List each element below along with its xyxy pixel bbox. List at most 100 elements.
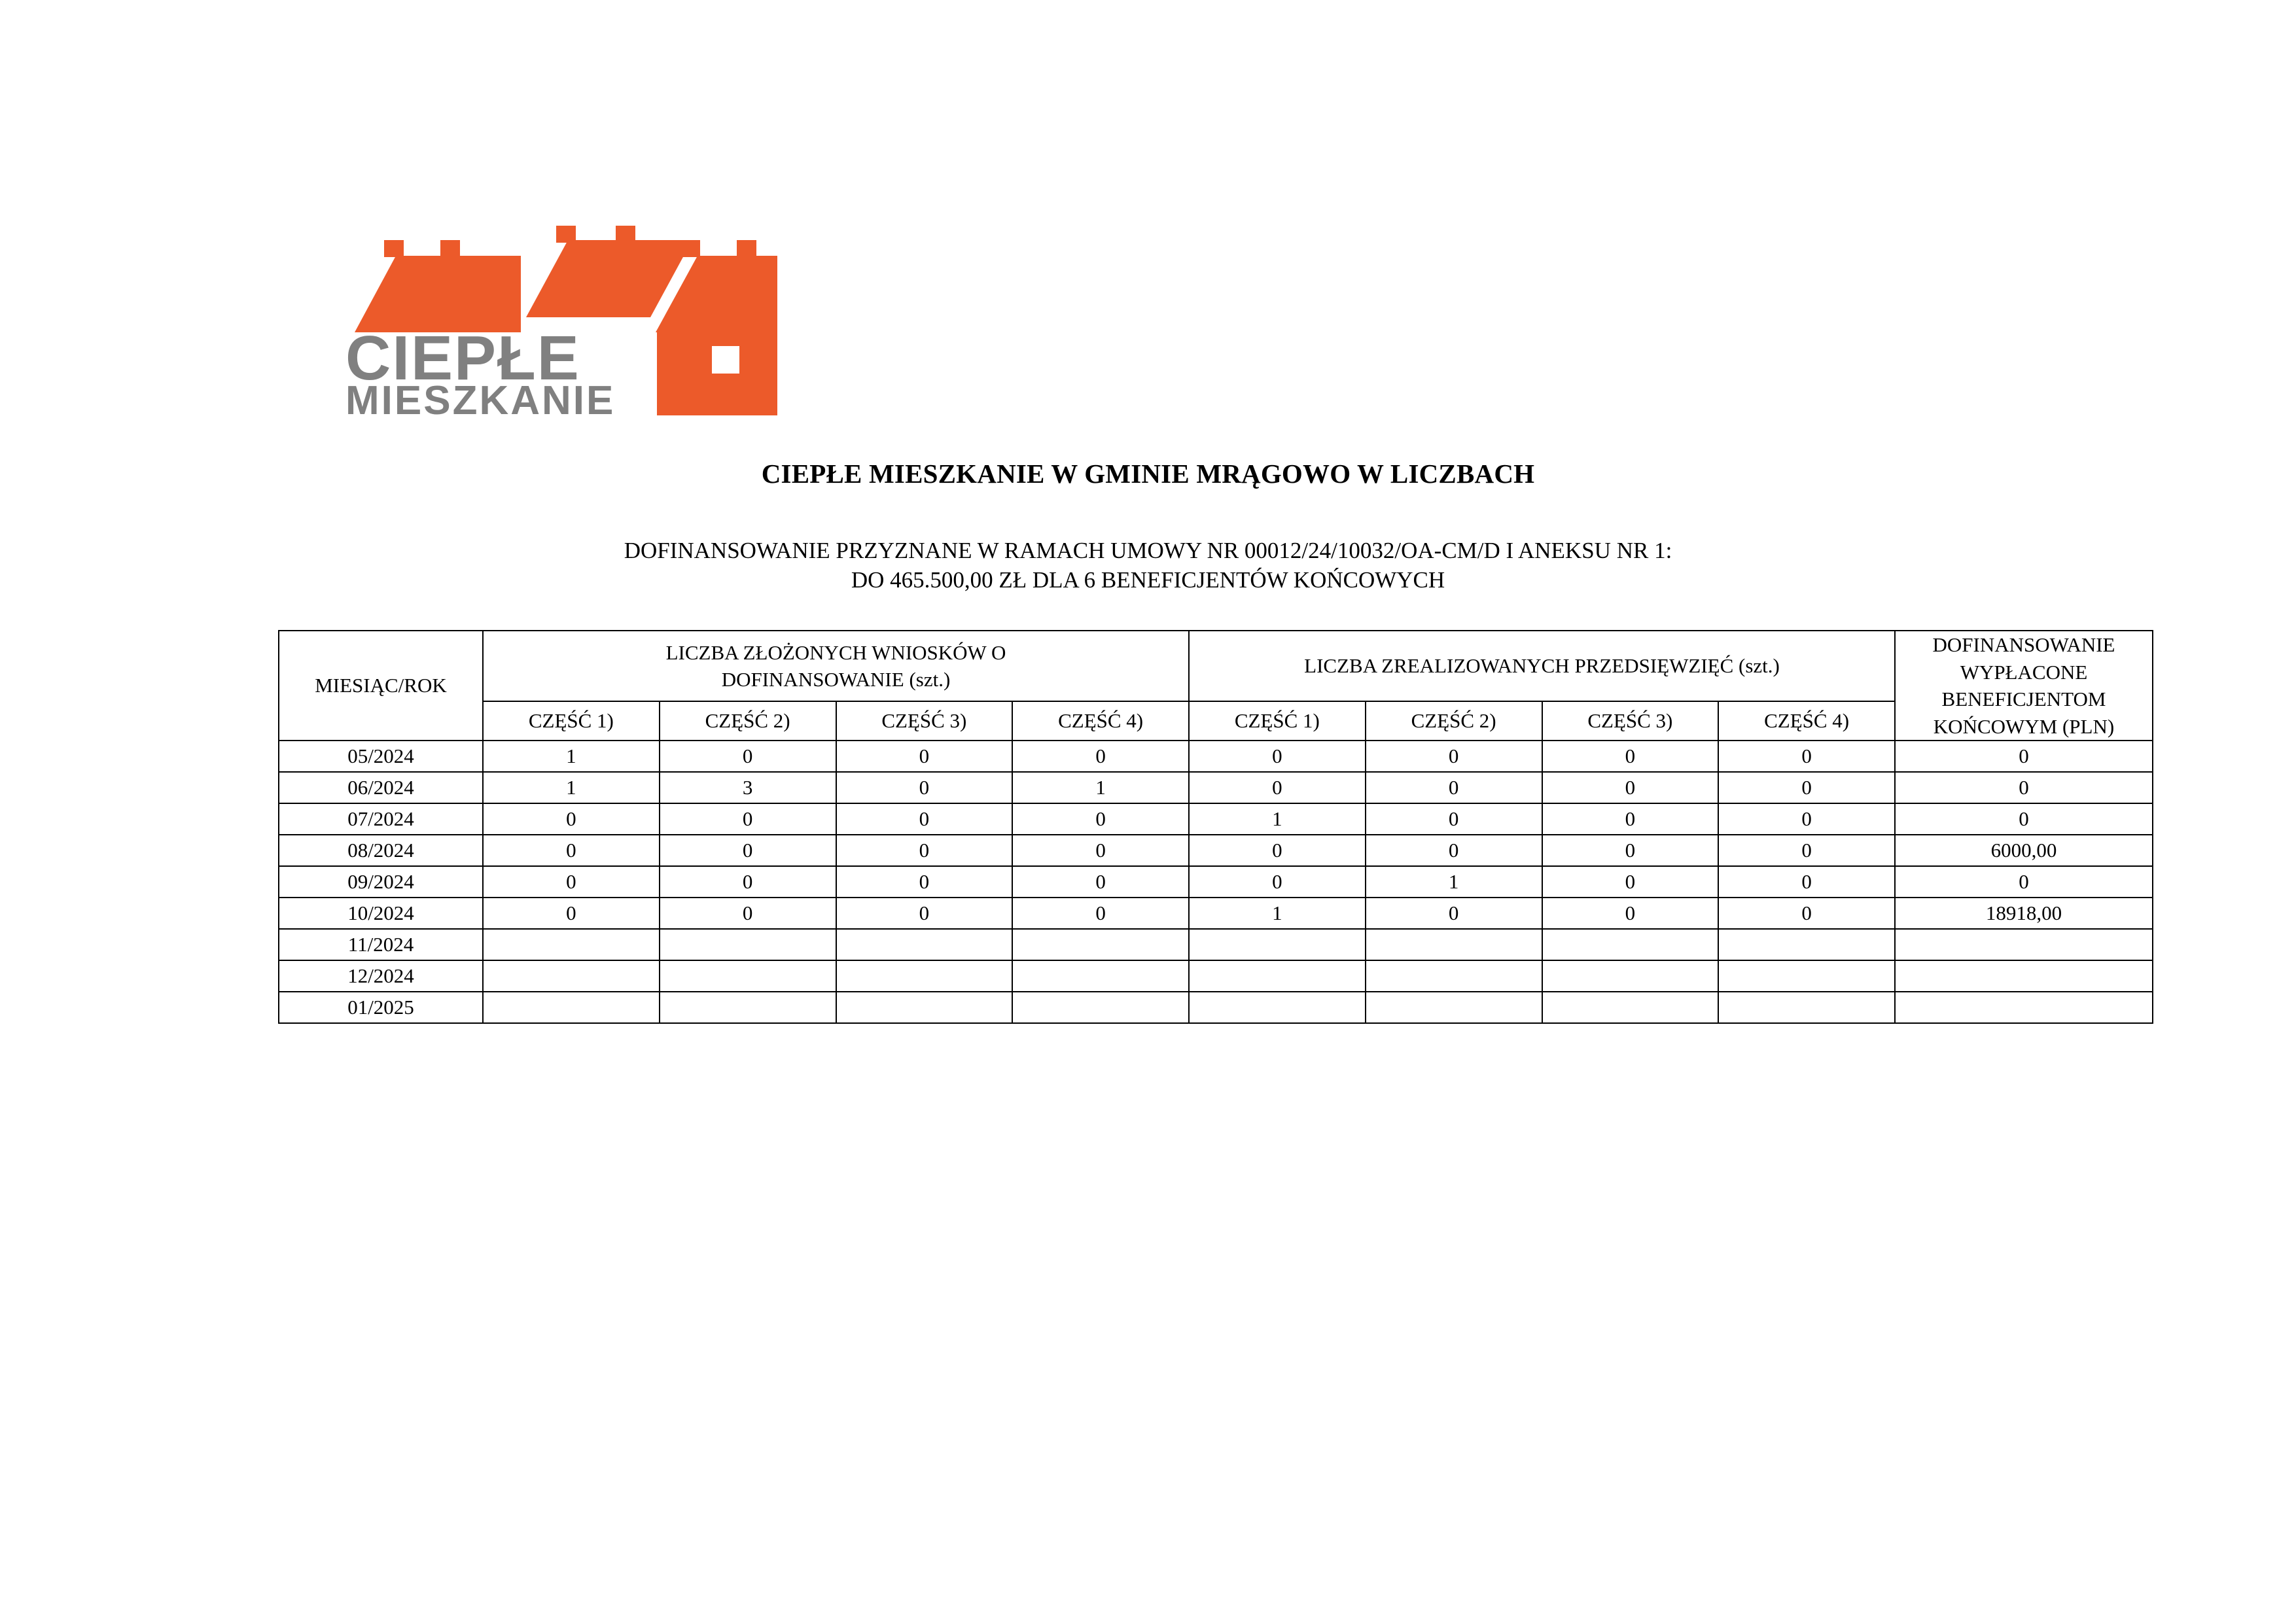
table-row: 09/2024 0 0 0 0 0 1 0 0 0	[278, 865, 2153, 899]
table-header: MIESIĄC/ROK LICZBA ZŁOŻONYCH WNIOSKÓW O …	[278, 629, 2153, 742]
cell-applications-2	[658, 928, 837, 962]
subtitle: DOFINANSOWANIE PRZYZNANE W RAMACH UMOWY …	[0, 536, 2296, 595]
logo-graphic: CIEPŁE MIESZKANIE	[345, 226, 777, 415]
cell-applications-4	[1012, 928, 1190, 962]
cell-applications-4: 0	[1012, 865, 1190, 899]
cell-month: 05/2024	[278, 740, 484, 773]
cell-completed-2: 0	[1364, 771, 1543, 805]
cell-applications-3	[835, 928, 1014, 962]
cell-applications-2: 0	[658, 865, 837, 899]
cell-completed-1: 0	[1188, 834, 1366, 867]
subheader-completed-1: CZĘŚĆ 1)	[1188, 701, 1366, 742]
building-right-icon	[656, 240, 777, 415]
cell-month: 09/2024	[278, 865, 484, 899]
cell-completed-2	[1364, 928, 1543, 962]
table-row: 10/2024 0 0 0 0 1 0 0 0 18918,00	[278, 897, 2153, 930]
cell-applications-4	[1012, 991, 1190, 1024]
cell-completed-2	[1364, 960, 1543, 993]
cell-payout: 18918,00	[1894, 897, 2153, 930]
cell-completed-3: 0	[1541, 740, 1720, 773]
cell-completed-2: 0	[1364, 897, 1543, 930]
table-row: 06/2024 1 3 0 1 0 0 0 0 0	[278, 771, 2153, 805]
logo-word-mieszkanie: MIESZKANIE	[345, 378, 615, 415]
cell-payout	[1894, 991, 2153, 1024]
subheader-completed-4: CZĘŚĆ 4)	[1718, 701, 1896, 742]
cell-applications-3: 0	[835, 740, 1014, 773]
cell-applications-2: 0	[658, 834, 837, 867]
table-row: 11/2024	[278, 928, 2153, 962]
cell-completed-1: 1	[1188, 803, 1366, 836]
subheader-applications-3: CZĘŚĆ 3)	[835, 701, 1014, 742]
subheader-applications-2: CZĘŚĆ 2)	[658, 701, 837, 742]
cell-applications-4: 0	[1012, 803, 1190, 836]
cell-completed-2: 1	[1364, 865, 1543, 899]
cell-month: 12/2024	[278, 960, 484, 993]
header-row-groups: MIESIĄC/ROK LICZBA ZŁOŻONYCH WNIOSKÓW O …	[278, 629, 2153, 742]
cell-applications-3: 0	[835, 897, 1014, 930]
cell-payout: 0	[1894, 803, 2153, 836]
subtitle-line-1: DOFINANSOWANIE PRZYZNANE W RAMACH UMOWY …	[624, 538, 1672, 563]
cell-completed-1	[1188, 960, 1366, 993]
statistics-table: MIESIĄC/ROK LICZBA ZŁOŻONYCH WNIOSKÓW O …	[278, 629, 2153, 1024]
table-row: 01/2025	[278, 991, 2153, 1024]
cell-month: 06/2024	[278, 771, 484, 805]
header-month: MIESIĄC/ROK	[278, 629, 484, 742]
header-payout: DOFINANSOWANIE WYPŁACONE BENEFICJENTOM K…	[1894, 629, 2153, 742]
cell-completed-1: 0	[1188, 771, 1366, 805]
cell-applications-1: 0	[482, 865, 660, 899]
cell-applications-3: 0	[835, 771, 1014, 805]
cell-completed-4	[1718, 991, 1896, 1024]
header-payout-line3: BENEFICJENTOM	[1941, 688, 2106, 711]
cell-payout: 0	[1894, 865, 2153, 899]
cell-completed-4: 0	[1718, 771, 1896, 805]
cell-completed-3: 0	[1541, 897, 1720, 930]
cell-applications-1	[482, 928, 660, 962]
table-body: 05/2024 1 0 0 0 0 0 0 0 0 06/2024 1 3 0 1 0 0 0 0 0 07/2024 0…	[278, 740, 2153, 1024]
cell-applications-2: 0	[658, 803, 837, 836]
cell-applications-3: 0	[835, 865, 1014, 899]
header-row-subheaders: CZĘŚĆ 1) CZĘŚĆ 2) CZĘŚĆ 3) CZĘŚĆ 4) CZĘŚ…	[279, 701, 2153, 742]
header-group-completed: LICZBA ZREALIZOWANYCH PRZEDSIĘWZIĘĆ (szt…	[1188, 629, 1896, 703]
cell-completed-1	[1188, 991, 1366, 1024]
cell-completed-4: 0	[1718, 740, 1896, 773]
cell-applications-4	[1012, 960, 1190, 993]
cell-month: 07/2024	[278, 803, 484, 836]
cell-completed-1: 0	[1188, 740, 1366, 773]
cell-applications-3	[835, 991, 1014, 1024]
cell-applications-1: 0	[482, 897, 660, 930]
cell-applications-2	[658, 991, 837, 1024]
cell-applications-2	[658, 960, 837, 993]
header-payout-line4: KOŃCOWYM (PLN)	[1933, 714, 2115, 738]
cell-applications-1	[482, 960, 660, 993]
cell-applications-1: 0	[482, 803, 660, 836]
cell-applications-1: 0	[482, 834, 660, 867]
cell-completed-4: 0	[1718, 897, 1896, 930]
cell-month: 11/2024	[278, 928, 484, 962]
cell-month: 01/2025	[278, 991, 484, 1024]
cell-completed-3: 0	[1541, 803, 1720, 836]
cell-applications-4: 0	[1012, 897, 1190, 930]
cell-applications-3: 0	[835, 803, 1014, 836]
roof-left-icon	[355, 240, 521, 332]
cell-applications-4: 0	[1012, 740, 1190, 773]
cell-applications-4: 0	[1012, 834, 1190, 867]
cell-completed-3	[1541, 991, 1720, 1024]
cell-applications-2: 0	[658, 897, 837, 930]
cell-payout: 0	[1894, 740, 2153, 773]
cell-payout: 6000,00	[1894, 834, 2153, 867]
cell-completed-3	[1541, 928, 1720, 962]
cell-completed-3	[1541, 960, 1720, 993]
cell-completed-1: 1	[1188, 897, 1366, 930]
table-row: 08/2024 0 0 0 0 0 0 0 0 6000,00	[278, 834, 2153, 867]
cell-completed-4: 0	[1718, 803, 1896, 836]
cell-completed-2: 0	[1364, 834, 1543, 867]
header-group-applications: LICZBA ZŁOŻONYCH WNIOSKÓW O DOFINANSOWAN…	[482, 629, 1190, 703]
cell-completed-2: 0	[1364, 740, 1543, 773]
window-icon	[712, 346, 739, 374]
cell-completed-4: 0	[1718, 865, 1896, 899]
ciepe-mieszkanie-logo: CIEPŁE MIESZKANIE	[345, 226, 777, 415]
subheader-completed-3: CZĘŚĆ 3)	[1541, 701, 1720, 742]
cell-payout	[1894, 928, 2153, 962]
cell-completed-4	[1718, 928, 1896, 962]
cell-applications-3	[835, 960, 1014, 993]
